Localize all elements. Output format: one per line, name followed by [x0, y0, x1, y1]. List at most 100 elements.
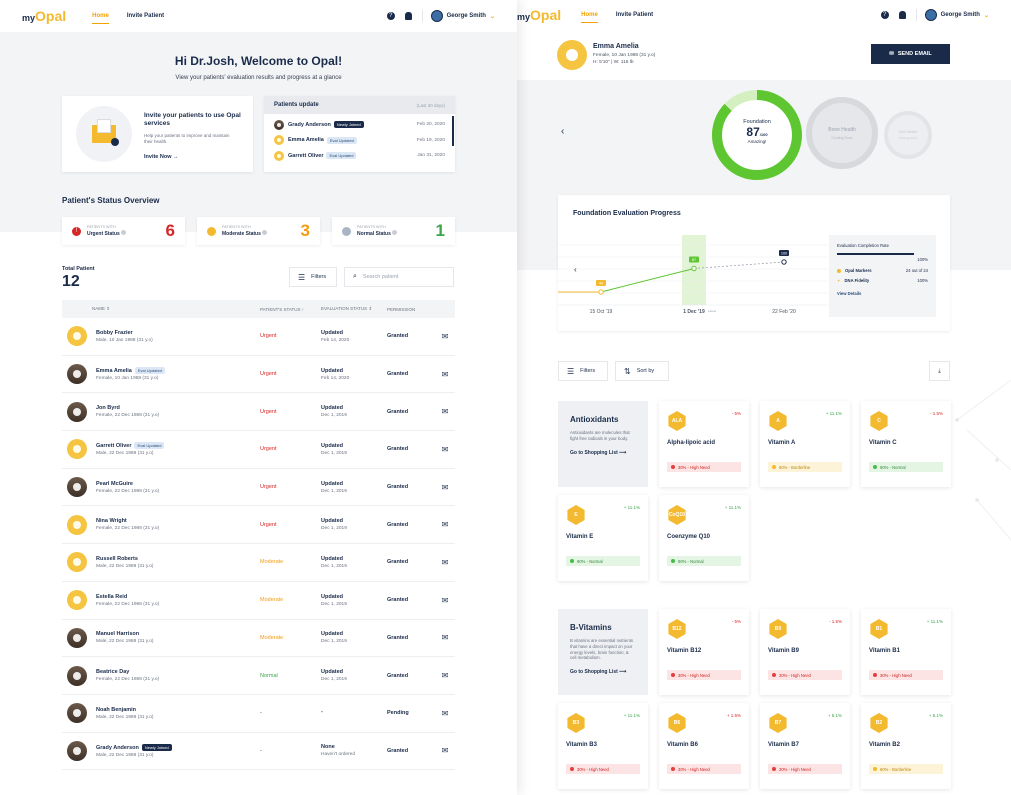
col-name[interactable]: NAME ⇕	[92, 306, 111, 311]
nav-invite-patient[interactable]: Invite Patient	[126, 13, 165, 19]
table-row[interactable]: Jon Byrd Female, 22 Dec 1988 (31 y.o) Urg…	[62, 393, 455, 432]
table-row[interactable]: Beatrice Day Female, 22 Dec 1988 (31 y.o)…	[62, 657, 455, 695]
table-row[interactable]: Manuel Harrison Male, 22 Dec 1988 (31 y.o…	[62, 620, 455, 658]
avatar	[67, 364, 87, 385]
table-row[interactable]: Estella Reid Female, 22 Dec 1988 (31 y.o)…	[62, 582, 455, 620]
filters-button[interactable]: ☰ Filters	[558, 361, 608, 381]
table-row[interactable]: Nina Wright Female, 22 Dec 1988 (31 y.o) …	[62, 506, 455, 545]
help-icon[interactable]: ?	[880, 11, 889, 19]
overview-title: Patient's Status Overview	[62, 196, 160, 205]
patient-avatar	[557, 40, 587, 70]
nutrient-delta: - 1.5%	[929, 411, 943, 416]
user-menu[interactable]: George Smith ⌄	[421, 10, 495, 22]
info-icon[interactable]	[392, 230, 398, 235]
mail-icon[interactable]: ✉	[441, 444, 449, 454]
status-box-urgent[interactable]: ! PATIENTS WITH Urgent Status 6	[62, 217, 185, 245]
prev-arrow[interactable]: ‹	[561, 126, 565, 137]
nutrient-status: 30% - High Need	[566, 764, 640, 774]
help-icon[interactable]: ?	[386, 12, 395, 20]
nutrient-status: 30% - High Need	[667, 462, 741, 472]
mail-icon[interactable]: ✉	[441, 369, 449, 379]
mail-icon[interactable]: ✉	[441, 482, 449, 492]
permission-status: Granted	[387, 484, 409, 491]
nutrient-delta: + 5.1%	[928, 713, 943, 718]
envelope-icon	[76, 106, 132, 162]
category-desc: B vitamins are essential nutrients that …	[570, 638, 634, 661]
alert-icon: !	[72, 226, 81, 236]
completion-box: Evaluation Completion Rate 100% Opal Mar…	[829, 235, 936, 317]
nutrient-delta: + 11.1%	[623, 505, 640, 510]
total-patient-count: 12	[62, 273, 80, 290]
nutrient-card[interactable]: B7 + 5.1% Vitamin B7 30% - High Need	[760, 703, 850, 789]
nutrient-card[interactable]: B1 + 11.1% Vitamin B1 30% - High Need	[861, 609, 951, 695]
patient-status: -	[260, 710, 262, 717]
info-icon[interactable]	[262, 230, 268, 235]
filters-button[interactable]: ☰ Filters	[289, 267, 337, 287]
mail-icon[interactable]: ✉	[441, 557, 449, 567]
permission-status: Granted	[387, 597, 409, 604]
user-menu[interactable]: George Smith ⌄	[915, 9, 989, 21]
sort-button[interactable]: ⇅ Sort by	[615, 361, 669, 381]
mail-icon[interactable]: ✉	[441, 331, 449, 341]
nutrient-card[interactable]: B9 - 1.5% Vitamin B9 30% - High Need	[760, 609, 850, 695]
nutrient-card[interactable]: CoQ10 + 11.1% Coenzyme Q10 90% - Normal	[659, 495, 749, 581]
markers-icon	[837, 268, 841, 273]
download-icon[interactable]: ⤓	[929, 361, 950, 381]
nutrient-card[interactable]: ALA - 5% Alpha-lipoic acid 30% - High Ne…	[659, 401, 749, 487]
invite-desc: Help your patients to improve and mainta…	[144, 133, 230, 145]
mail-icon[interactable]: ✉	[441, 595, 449, 605]
nutrient-card[interactable]: B2 + 5.1% Vitamin B2 60% - Borderline	[861, 703, 951, 789]
nutrient-name: Vitamin E	[566, 534, 594, 540]
nutrient-card[interactable]: E + 11.1% Vitamin E 90% - Normal	[558, 495, 648, 581]
nutrient-delta: + 5.1%	[827, 713, 842, 718]
col-eval[interactable]: EVALUATION STATUS ⇕	[321, 306, 373, 311]
avatar	[67, 326, 87, 347]
status-box-moderate[interactable]: PATIENTS WITH Moderate Status 3	[197, 217, 320, 245]
send-email-button[interactable]: ✉ SEND EMAIL	[871, 44, 950, 64]
table-row[interactable]: Pearl McGuire Female, 22 Dec 1988 (31 y.o…	[62, 469, 455, 507]
info-icon[interactable]	[121, 230, 127, 235]
nutrient-status: 90% - Normal	[869, 462, 943, 472]
view-details-link[interactable]: View Details	[837, 291, 862, 296]
table-row[interactable]: Russell Roberts Male, 22 Dec 1988 (31 y.o…	[62, 544, 455, 582]
nutrient-card[interactable]: B12 - 5% Vitamin B12 30% - High Need	[659, 609, 749, 695]
table-row[interactable]: Emma Amelia Eval Updated Female, 10 Jan 19…	[62, 356, 455, 394]
table-row[interactable]: Noah Benjamin Male, 22 Dec 1988 (31 y.o) …	[62, 695, 455, 733]
bell-icon[interactable]	[898, 11, 906, 19]
nav-home[interactable]: Home	[581, 8, 598, 23]
nutrient-card[interactable]: B3 + 11.1% Vitamin B3 30% - High Need	[558, 703, 648, 789]
mail-icon[interactable]: ✉	[441, 746, 449, 756]
nutrient-card[interactable]: B6 + 1.5% Vitamin B6 30% - High Need	[659, 703, 749, 789]
mail-icon[interactable]: ✉	[441, 633, 449, 643]
update-item[interactable]: Emma Amelia Eval Updated Feb 19, 2020	[274, 133, 445, 149]
nutrient-hex-icon: B1	[870, 619, 888, 639]
score-badge	[596, 280, 606, 286]
shopping-list-link[interactable]: Go to Shopping List ⟶	[570, 449, 627, 456]
mail-icon[interactable]: ✉	[441, 407, 449, 417]
mail-icon[interactable]: ✉	[441, 520, 449, 530]
table-row[interactable]: Garrett Oliver Eval Updated Male, 22 Dec 1…	[62, 431, 455, 469]
invite-now-link[interactable]: Invite Now →	[144, 154, 179, 160]
mail-icon[interactable]: ✉	[441, 708, 449, 718]
search-input[interactable]: ⌕ Search patient	[344, 267, 454, 287]
table-row[interactable]: Grady Anderson Newly Joined Male, 22 Dec 1…	[62, 733, 455, 771]
filter-icon: ☰	[298, 272, 306, 282]
avatar	[67, 703, 87, 724]
mail-icon[interactable]: ✉	[441, 671, 449, 681]
update-item[interactable]: Garrett Oliver Eval Updated Jan 31, 2020	[274, 148, 445, 164]
update-item[interactable]: Grady Anderson Newly Joined Feb 20, 2020	[274, 117, 445, 133]
nav-invite-patient[interactable]: Invite Patient	[615, 12, 654, 18]
shopping-list-link[interactable]: Go to Shopping List ⟶	[570, 669, 627, 676]
nutrient-card[interactable]: A + 11.1% Vitamin A 60% - Borderline	[760, 401, 850, 487]
nutrient-card[interactable]: C - 1.5% Vitamin C 90% - Normal	[861, 401, 951, 487]
table-row[interactable]: Bobby Frazier Male, 10 Jan 1988 (31 y.o) …	[62, 318, 455, 356]
col-status[interactable]: PATIENT'S STATUS ↑	[260, 306, 305, 312]
nav-home[interactable]: Home	[92, 9, 109, 24]
bell-icon[interactable]	[404, 12, 412, 20]
foundation-score[interactable]: Foundation 87/100 Amazing!	[743, 119, 771, 144]
status-box-normal[interactable]: PATIENTS WITH Normal Status 1	[332, 217, 455, 245]
logo[interactable]: my Opal	[517, 7, 562, 23]
invite-title: Invite your patients to use Opal service…	[144, 112, 241, 128]
logo[interactable]: my Opal	[22, 8, 67, 24]
nutrient-delta: + 11.1%	[926, 619, 943, 624]
